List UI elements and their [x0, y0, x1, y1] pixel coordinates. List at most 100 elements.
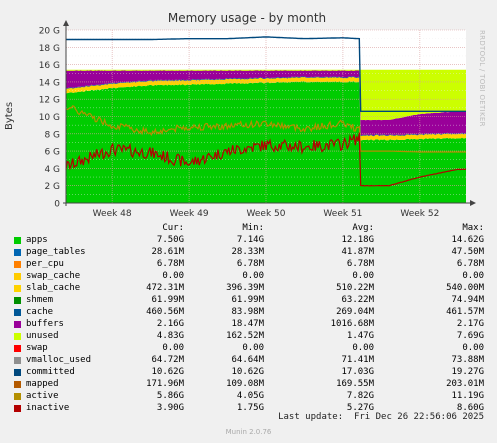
legend-row-buffers: buffers 2.16G 18.47M 1016.68M 2.17G — [0, 318, 497, 330]
legend-min: 0.00 — [242, 343, 264, 353]
area-slab-cache — [66, 76, 466, 141]
legend-col-cur: Cur: — [162, 223, 184, 233]
legend-avg: 17.03G — [341, 367, 374, 377]
legend-avg: 71.41M — [341, 355, 374, 365]
legend-col-max: Max: — [462, 223, 484, 233]
legend-name: cache — [26, 307, 54, 317]
area-buffers — [66, 70, 466, 136]
legend-cur: 3.90G — [156, 403, 184, 413]
legend-cur: 0.00 — [162, 271, 184, 281]
legend-avg: 169.55M — [336, 379, 374, 389]
legend-header: Cur: Min: Avg: Max: — [0, 222, 497, 234]
legend-name: committed — [26, 367, 75, 377]
y-tick-label: 12 G — [39, 96, 60, 106]
legend-cur: 64.72M — [151, 355, 184, 365]
legend-cur: 5.86G — [156, 391, 184, 401]
legend-avg: 269.04M — [336, 307, 374, 317]
legend-row-shmem: shmem 61.99M 61.99M 63.22M 74.94M — [0, 294, 497, 306]
legend-row-swap: swap 0.00 0.00 0.00 0.00 — [0, 342, 497, 354]
legend-min: 18.47M — [231, 319, 264, 329]
legend-row-committed: committed 10.62G 10.62G 17.03G 19.27G — [0, 366, 497, 378]
legend-avg: 5.27G — [346, 403, 374, 413]
legend-avg: 510.22M — [336, 283, 374, 293]
legend-min: 396.39M — [226, 283, 264, 293]
rrdtool-watermark: RRDTOOL / TOBI OETIKER — [478, 30, 486, 127]
legend-min: 10.62G — [231, 367, 264, 377]
legend-max: 74.94M — [451, 295, 484, 305]
legend-min: 83.98M — [231, 307, 264, 317]
legend-swatch — [14, 249, 21, 256]
legend-cur: 10.62G — [151, 367, 184, 377]
x-tick-label: Week 50 — [247, 209, 286, 219]
line-committed — [66, 36, 466, 112]
line-inactive — [65, 132, 467, 187]
legend-max: 203.01M — [446, 379, 484, 389]
legend-name: inactive — [26, 403, 70, 413]
x-tick-label: Week 51 — [323, 209, 362, 219]
legend-min: 162.52M — [226, 331, 264, 341]
legend-swatch — [14, 261, 21, 268]
legend-name: vmalloc_used — [26, 355, 92, 365]
y-tick-label: 18 G — [39, 44, 60, 54]
legend-row-swap-cache: swap_cache 0.00 0.00 0.00 0.00 — [0, 270, 497, 282]
legend-max: 2.17G — [456, 319, 484, 329]
x-axis-arrow — [470, 200, 476, 206]
legend-max: 8.60G — [456, 403, 484, 413]
legend-max: 47.50M — [451, 247, 484, 257]
y-tick-label: 0 — [54, 200, 60, 210]
legend-swatch — [14, 405, 21, 412]
legend-name: buffers — [26, 319, 64, 329]
x-tick-label: Week 49 — [170, 209, 209, 219]
legend-avg: 7.82G — [346, 391, 374, 401]
legend-name: swap_cache — [26, 271, 81, 281]
legend-name: slab_cache — [26, 283, 81, 293]
chart-title: Memory usage - by month — [168, 11, 326, 25]
y-tick-label: 6 G — [44, 148, 60, 158]
legend-cur: 28.61M — [151, 247, 184, 257]
legend-max: 6.78M — [456, 259, 484, 269]
legend-avg: 0.00 — [352, 271, 374, 281]
grid-lines — [66, 29, 466, 203]
legend-max: 461.57M — [446, 307, 484, 317]
memory-chart: Memory usage - by month Bytes 0 2 G 4 G 6 G… — [4, 11, 476, 219]
legend-row-per-cpu: per_cpu 6.78M 6.78M 6.78M 6.78M — [0, 258, 497, 270]
legend-min: 1.75G — [236, 403, 264, 413]
legend-avg: 0.00 — [352, 343, 374, 353]
y-axis-arrow — [63, 20, 69, 26]
legend-swatch — [14, 357, 21, 364]
legend-row-page-tables: page_tables 28.61M 28.33M 41.87M 47.50M — [0, 246, 497, 258]
legend-name: per_cpu — [26, 259, 64, 269]
x-axis-ticks: Week 48 Week 49 Week 50 Week 51 Week 52 — [93, 209, 440, 219]
legend-swatch — [14, 285, 21, 292]
legend-swatch — [14, 297, 21, 304]
legend-row-cache: cache 460.56M 83.98M 269.04M 461.57M — [0, 306, 497, 318]
y-tick-label: 4 G — [44, 165, 60, 175]
munin-version: Munin 2.0.76 — [225, 428, 272, 436]
legend-max: 73.88M — [451, 355, 484, 365]
legend-max: 7.69G — [456, 331, 484, 341]
legend-max: 11.19G — [451, 391, 484, 401]
legend-cur: 171.96M — [146, 379, 184, 389]
legend-name: swap — [26, 343, 48, 353]
legend-cur: 61.99M — [151, 295, 184, 305]
legend-row-vmalloc-used: vmalloc_used 64.72M 64.64M 71.41M 73.88M — [0, 354, 497, 366]
legend-swatch — [14, 333, 21, 340]
legend-cur: 6.78M — [156, 259, 184, 269]
y-tick-label: 10 G — [39, 113, 60, 123]
legend-swatch — [14, 369, 21, 376]
legend-swatch — [14, 393, 21, 400]
y-tick-label: 2 G — [44, 182, 60, 192]
legend-avg: 1.47G — [346, 331, 374, 341]
legend-min: 28.33M — [231, 247, 264, 257]
legend-cur: 0.00 — [162, 343, 184, 353]
legend-max: 0.00 — [462, 271, 484, 281]
legend-name: page_tables — [26, 247, 86, 257]
legend-row-unused: unused 4.83G 162.52M 1.47G 7.69G — [0, 330, 497, 342]
legend-min: 64.64M — [231, 355, 264, 365]
legend-avg: 12.18G — [341, 235, 374, 245]
legend-row-active: active 5.86G 4.05G 7.82G 11.19G — [0, 390, 497, 402]
legend-avg: 1016.68M — [330, 319, 374, 329]
legend-max: 19.27G — [451, 367, 484, 377]
series-lines — [65, 36, 467, 187]
